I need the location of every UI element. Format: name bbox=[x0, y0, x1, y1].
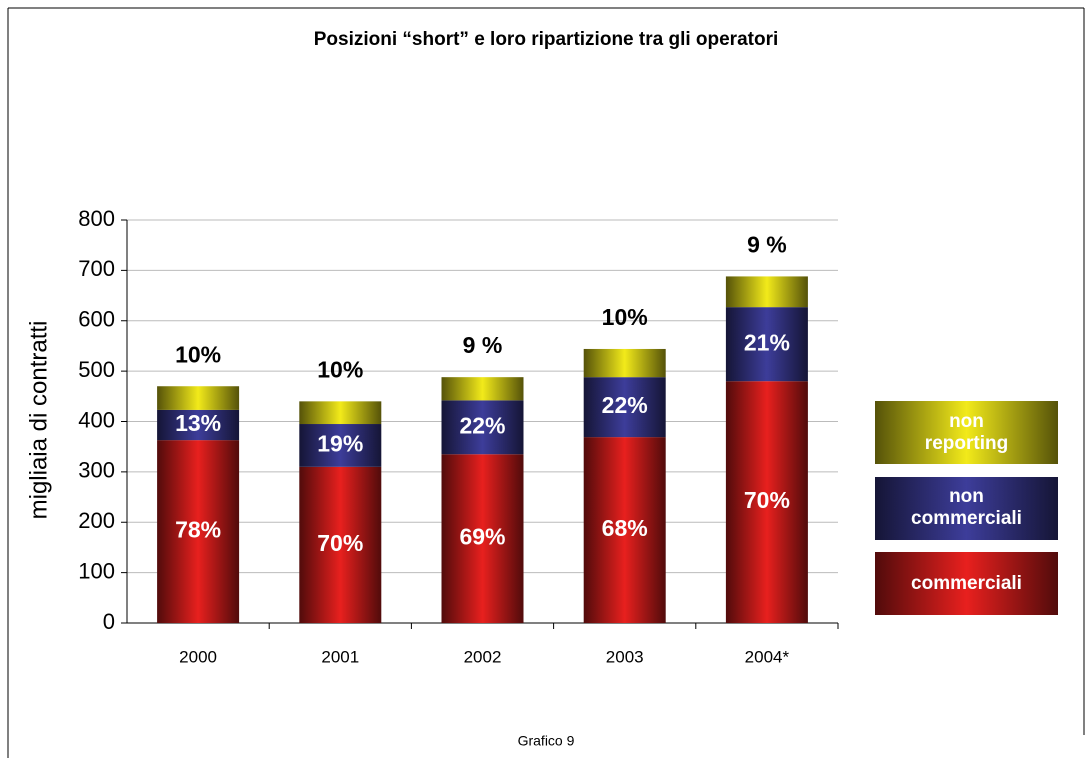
footer: Grafico 9 bbox=[518, 733, 575, 749]
y-tick-label: 800 bbox=[78, 206, 115, 231]
chart-title: Posizioni “short” e loro ripartizione tr… bbox=[314, 29, 779, 50]
bar-segment bbox=[157, 386, 240, 410]
data-label: 9 % bbox=[463, 332, 503, 358]
bar-segment bbox=[157, 440, 240, 623]
data-label: 68% bbox=[602, 515, 648, 541]
data-label: 21% bbox=[744, 329, 790, 355]
data-label: 22% bbox=[459, 412, 505, 438]
x-tick-label: 2002 bbox=[464, 647, 502, 666]
data-label: 10% bbox=[175, 341, 221, 367]
bar-segment bbox=[299, 424, 382, 467]
data-label: 10% bbox=[602, 304, 648, 330]
y-tick-label: 600 bbox=[78, 307, 115, 332]
x-tick-label: 2003 bbox=[606, 647, 644, 666]
y-tick-label: 400 bbox=[78, 407, 115, 432]
bar-segment bbox=[583, 377, 666, 438]
x-tick-label: 2000 bbox=[179, 647, 217, 666]
y-tick-label: 300 bbox=[78, 458, 115, 483]
bar-segment bbox=[725, 307, 808, 382]
bar-segment bbox=[157, 409, 240, 441]
bar-segment bbox=[441, 400, 524, 455]
y-tick-label: 0 bbox=[103, 609, 115, 634]
data-label: 9 % bbox=[747, 231, 787, 257]
legend-item: non reporting bbox=[875, 401, 1058, 464]
data-label: 10% bbox=[317, 356, 363, 382]
bar-segment bbox=[725, 276, 808, 308]
bar-segment bbox=[441, 454, 524, 623]
bar-segment bbox=[299, 466, 382, 623]
legend-item: non commerciali bbox=[875, 476, 1058, 540]
data-label: 13% bbox=[175, 410, 221, 436]
x-tick-label: 2001 bbox=[321, 647, 359, 666]
y-axis-label: migliaia di contratti bbox=[25, 321, 52, 520]
data-label: 19% bbox=[317, 431, 363, 457]
data-label: 78% bbox=[175, 517, 221, 543]
y-tick-label: 500 bbox=[78, 357, 115, 382]
bar-segment bbox=[583, 437, 666, 623]
data-label: 70% bbox=[317, 530, 363, 556]
bar-segment bbox=[725, 381, 808, 623]
y-tick-label: 700 bbox=[78, 256, 115, 281]
data-label: 70% bbox=[744, 487, 790, 513]
y-tick-label: 200 bbox=[78, 508, 115, 533]
legend-item: commerciali bbox=[875, 552, 1058, 615]
bar-segment bbox=[441, 377, 524, 401]
bar-segment bbox=[583, 348, 666, 378]
data-label: 22% bbox=[602, 392, 648, 418]
x-tick-label: 2004* bbox=[745, 647, 790, 666]
data-label: 69% bbox=[459, 524, 505, 550]
y-tick-label: 100 bbox=[78, 558, 115, 583]
bar-segment bbox=[299, 401, 382, 425]
